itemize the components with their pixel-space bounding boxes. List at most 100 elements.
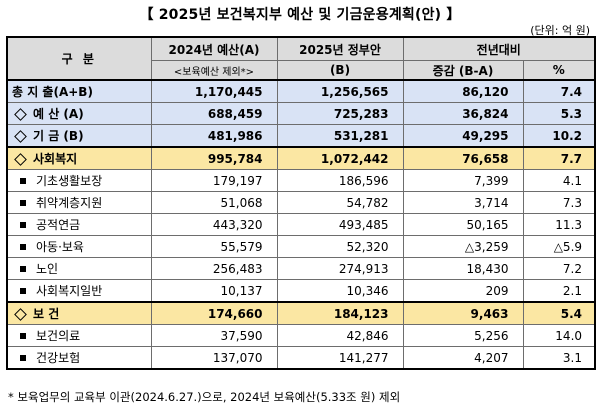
cell-2024: 1,170,445 bbox=[150, 79, 278, 103]
square-bullet-icon bbox=[20, 288, 26, 294]
table-row: 예 산 (A) 688,459 725,283 36,824 5.3 bbox=[6, 102, 596, 125]
square-bullet-icon bbox=[20, 222, 26, 228]
header-2025-sub: (B) bbox=[276, 60, 404, 81]
cell-change: 86,120 bbox=[402, 79, 524, 103]
table-row: 공적연금 443,320 493,485 50,165 11.3 bbox=[6, 213, 596, 236]
square-bullet-icon bbox=[20, 333, 26, 339]
cell-2025: 141,277 bbox=[276, 346, 404, 370]
cell-2025: 1,072,442 bbox=[276, 146, 404, 170]
row-label: 건강보험 bbox=[6, 346, 152, 370]
cell-2024: 51,068 bbox=[150, 191, 278, 214]
diamond-icon bbox=[14, 307, 27, 321]
row-label: 사회복지일반 bbox=[6, 279, 152, 303]
budget-table: 구 분 2024년 예산(A) 2025년 정부안 전년대비 <보육예산 제외*… bbox=[6, 36, 597, 370]
row-label: 기 금 (B) bbox=[6, 124, 152, 148]
row-label: 공적연금 bbox=[6, 213, 152, 236]
header-change: 증감 (B-A) bbox=[402, 60, 524, 81]
cell-change: 4,207 bbox=[402, 346, 524, 370]
cell-change: 3,714 bbox=[402, 191, 524, 214]
header-2024-sub: <보육예산 제외*> bbox=[150, 60, 278, 81]
table-row: 노인 256,483 274,913 18,430 7.2 bbox=[6, 257, 596, 280]
cell-2025: 10,346 bbox=[276, 279, 404, 303]
table-title: 【 2025년 보건복지부 예산 및 기금운용계획(안) 】 bbox=[139, 7, 461, 23]
cell-2024: 179,197 bbox=[150, 169, 278, 192]
cell-2025: 186,596 bbox=[276, 169, 404, 192]
cell-2025: 725,283 bbox=[276, 102, 404, 125]
table-row: 사회복지일반 10,137 10,346 209 2.1 bbox=[6, 279, 596, 303]
cell-2025: 52,320 bbox=[276, 235, 404, 258]
cell-2025: 531,281 bbox=[276, 124, 404, 148]
table-row: 건강보험 137,070 141,277 4,207 3.1 bbox=[6, 346, 596, 370]
cell-pct: 7.2 bbox=[522, 257, 596, 280]
cell-pct: 5.4 bbox=[522, 301, 596, 325]
cell-2025: 274,913 bbox=[276, 257, 404, 280]
cell-2024: 137,070 bbox=[150, 346, 278, 370]
square-bullet-icon bbox=[20, 266, 26, 272]
cell-pct: △5.9 bbox=[522, 235, 596, 258]
cell-2024: 10,137 bbox=[150, 279, 278, 303]
cell-2025: 493,485 bbox=[276, 213, 404, 236]
diamond-icon bbox=[14, 107, 27, 121]
cell-2024: 256,483 bbox=[150, 257, 278, 280]
table-row: 취약계층지원 51,068 54,782 3,714 7.3 bbox=[6, 191, 596, 214]
diamond-icon bbox=[14, 152, 27, 166]
square-bullet-icon bbox=[20, 200, 26, 206]
cell-change: 18,430 bbox=[402, 257, 524, 280]
row-label: 기초생활보장 bbox=[6, 169, 152, 192]
cell-pct: 7.7 bbox=[522, 146, 596, 170]
cell-2024: 443,320 bbox=[150, 213, 278, 236]
cell-pct: 7.4 bbox=[522, 79, 596, 103]
row-label: 보건의료 bbox=[6, 324, 152, 347]
cell-pct: 7.3 bbox=[522, 191, 596, 214]
table-row: 보 건 174,660 184,123 9,463 5.4 bbox=[6, 301, 596, 325]
table-row: 사회복지 995,784 1,072,442 76,658 7.7 bbox=[6, 146, 596, 170]
cell-2024: 174,660 bbox=[150, 301, 278, 325]
cell-change: 7,399 bbox=[402, 169, 524, 192]
cell-change: 50,165 bbox=[402, 213, 524, 236]
footnote: * 보육업무의 교육부 이관(2024.6.27.)으로, 2024년 보육예산… bbox=[8, 390, 401, 404]
cell-change: 5,256 bbox=[402, 324, 524, 347]
square-bullet-icon bbox=[20, 178, 26, 184]
row-label: 아동·보육 bbox=[6, 235, 152, 258]
cell-pct: 14.0 bbox=[522, 324, 596, 347]
table-row: 아동·보육 55,579 52,320 △3,259 △5.9 bbox=[6, 235, 596, 258]
cell-2025: 184,123 bbox=[276, 301, 404, 325]
cell-2024: 481,986 bbox=[150, 124, 278, 148]
header-pct: % bbox=[522, 60, 596, 81]
square-bullet-icon bbox=[20, 355, 26, 361]
cell-change: 36,824 bbox=[402, 102, 524, 125]
row-label: 보 건 bbox=[6, 301, 152, 325]
table-row: 기 금 (B) 481,986 531,281 49,295 10.2 bbox=[6, 124, 596, 148]
table-row: 총 지 출(A+B) 1,170,445 1,256,565 86,120 7.… bbox=[6, 79, 596, 103]
row-label: 사회복지 bbox=[6, 146, 152, 170]
header-yoy: 전년대비 bbox=[402, 36, 596, 61]
cell-change: 209 bbox=[402, 279, 524, 303]
diamond-icon bbox=[14, 129, 27, 143]
row-label: 총 지 출(A+B) bbox=[6, 79, 152, 103]
cell-pct: 3.1 bbox=[522, 346, 596, 370]
table-row: 보건의료 37,590 42,846 5,256 14.0 bbox=[6, 324, 596, 347]
square-bullet-icon bbox=[20, 244, 26, 250]
cell-2025: 1,256,565 bbox=[276, 79, 404, 103]
cell-change: 76,658 bbox=[402, 146, 524, 170]
cell-2025: 54,782 bbox=[276, 191, 404, 214]
row-label: 예 산 (A) bbox=[6, 102, 152, 125]
cell-pct: 4.1 bbox=[522, 169, 596, 192]
cell-pct: 2.1 bbox=[522, 279, 596, 303]
cell-change: 9,463 bbox=[402, 301, 524, 325]
unit-label: (단위: 억 원) bbox=[530, 24, 590, 37]
cell-pct: 10.2 bbox=[522, 124, 596, 148]
table-row: 기초생활보장 179,197 186,596 7,399 4.1 bbox=[6, 169, 596, 192]
header-2024: 2024년 예산(A) bbox=[150, 36, 278, 61]
cell-pct: 11.3 bbox=[522, 213, 596, 236]
cell-2024: 37,590 bbox=[150, 324, 278, 347]
cell-pct: 5.3 bbox=[522, 102, 596, 125]
cell-change: △3,259 bbox=[402, 235, 524, 258]
cell-2024: 55,579 bbox=[150, 235, 278, 258]
header-2025: 2025년 정부안 bbox=[276, 36, 404, 61]
cell-2024: 688,459 bbox=[150, 102, 278, 125]
cell-change: 49,295 bbox=[402, 124, 524, 148]
cell-2025: 42,846 bbox=[276, 324, 404, 347]
header-category: 구 분 bbox=[6, 36, 152, 81]
row-label: 취약계층지원 bbox=[6, 191, 152, 214]
